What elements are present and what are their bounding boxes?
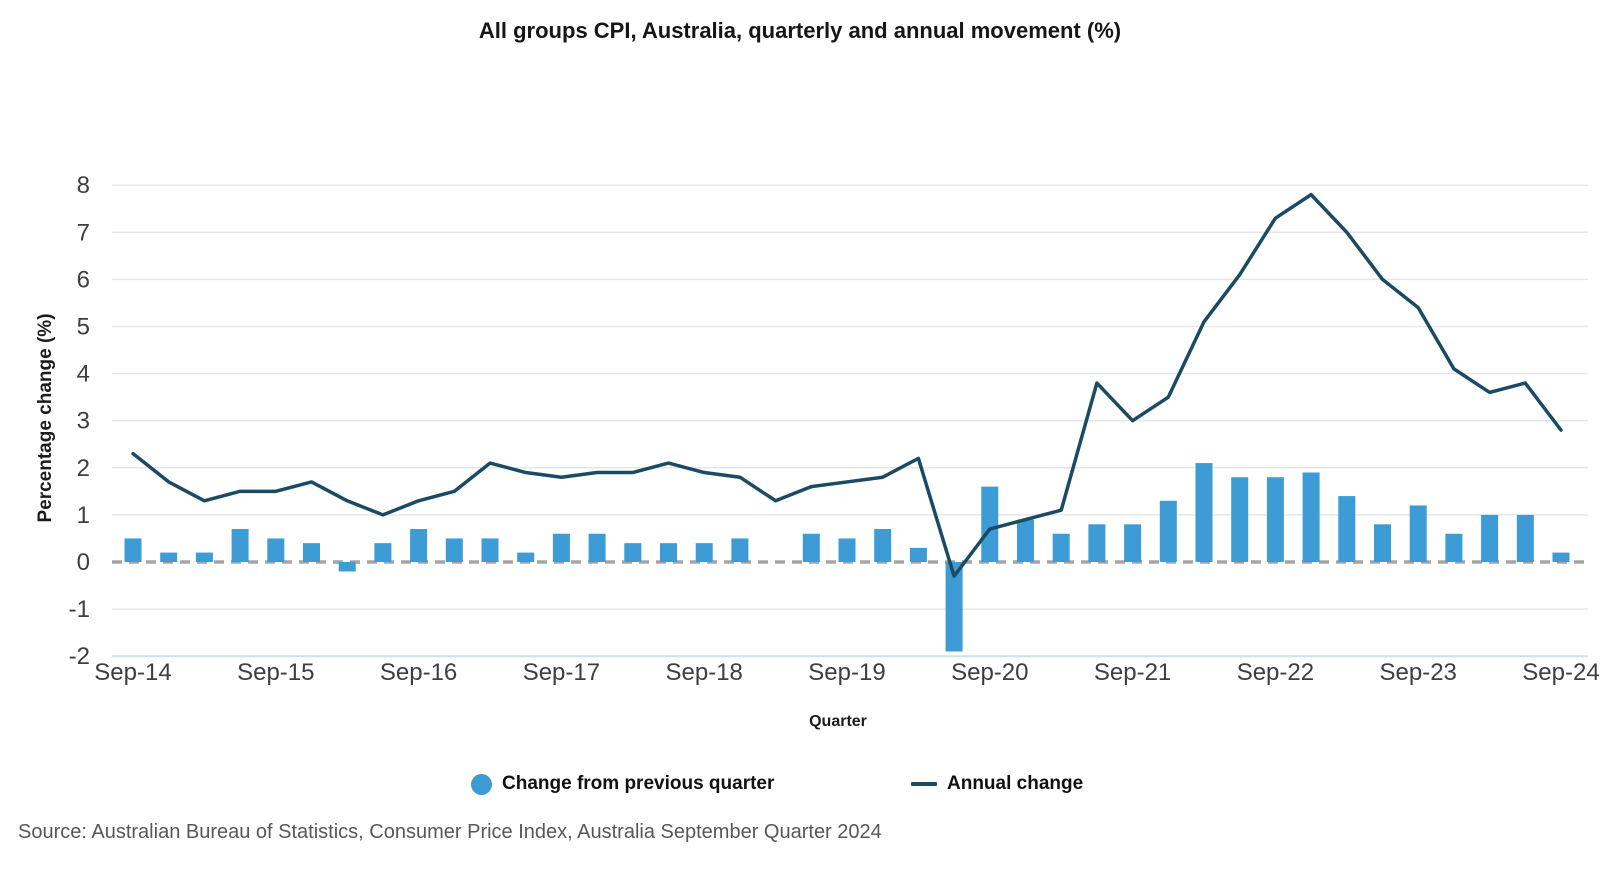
chart-legend: Change from previous quarter Annual chan… bbox=[0, 771, 1600, 797]
quarterly-change-bar bbox=[981, 486, 999, 562]
x-tick-label: Sep-17 bbox=[523, 659, 600, 686]
legend-label-annual-change: Annual change bbox=[947, 773, 1084, 794]
quarterly-change-bar bbox=[1088, 524, 1106, 562]
quarterly-change-bar bbox=[838, 538, 856, 562]
chart-title: All groups CPI, Australia, quarterly and… bbox=[478, 18, 1122, 43]
quarterly-change-bar bbox=[1481, 514, 1499, 562]
quarterly-change-bar bbox=[481, 538, 499, 562]
quarterly-change-bar bbox=[338, 562, 356, 572]
quarterly-change-bar bbox=[1266, 477, 1284, 562]
y-tick-label: 2 bbox=[77, 455, 90, 482]
quarterly-change-bar bbox=[731, 538, 749, 562]
quarterly-change-bar bbox=[1017, 519, 1034, 562]
quarterly-change-bar bbox=[374, 543, 392, 562]
x-tick-label: Sep-23 bbox=[1380, 659, 1457, 686]
quarterly-change-bar bbox=[1231, 477, 1249, 562]
quarterly-change-bar bbox=[1409, 505, 1427, 562]
quarterly-change-bar bbox=[124, 538, 142, 562]
y-tick-label: -2 bbox=[69, 643, 90, 670]
legend-label-quarterly-change: Change from previous quarter bbox=[502, 773, 775, 794]
quarterly-change-bar bbox=[1552, 552, 1570, 562]
y-tick-label: 3 bbox=[77, 408, 90, 435]
quarterly-change-bar bbox=[410, 529, 428, 562]
y-tick-label: 6 bbox=[77, 266, 90, 293]
x-tick-label: Sep-22 bbox=[1237, 659, 1314, 686]
quarterly-change-bar bbox=[160, 552, 178, 562]
y-tick-label: 5 bbox=[77, 314, 90, 341]
quarterly-change-bar bbox=[1159, 500, 1177, 562]
quarterly-change-bar bbox=[945, 562, 963, 652]
quarterly-change-bar bbox=[1445, 533, 1463, 562]
x-tick-label: Sep-21 bbox=[1094, 659, 1171, 686]
legend-line-icon bbox=[911, 782, 937, 786]
y-tick-label: 0 bbox=[77, 549, 90, 576]
quarterly-change-bar bbox=[1124, 524, 1142, 562]
quarterly-change-bar bbox=[1338, 496, 1356, 562]
x-tick-label: Sep-19 bbox=[808, 659, 885, 686]
quarterly-change-bar bbox=[1516, 514, 1534, 562]
x-tick-label: Sep-24 bbox=[1522, 659, 1599, 686]
y-tick-label: 8 bbox=[77, 172, 90, 199]
quarterly-change-bar bbox=[445, 538, 463, 562]
y-tick-label: 7 bbox=[77, 219, 90, 246]
quarterly-change-bar bbox=[1195, 463, 1213, 562]
legend-circle-icon bbox=[471, 773, 492, 795]
y-tick-label: 4 bbox=[77, 361, 90, 388]
quarterly-change-bar bbox=[695, 543, 713, 562]
quarterly-change-bar bbox=[588, 533, 606, 562]
quarterly-change-bar bbox=[552, 533, 570, 562]
x-tick-label: Sep-15 bbox=[237, 659, 314, 686]
x-tick-label: Sep-18 bbox=[666, 659, 743, 686]
x-tick-label: Sep-20 bbox=[951, 659, 1028, 686]
x-tick-label: Sep-16 bbox=[380, 659, 457, 686]
quarterly-change-bar bbox=[1374, 524, 1391, 562]
y-tick-label: -1 bbox=[69, 596, 90, 623]
quarterly-change-bar bbox=[517, 552, 535, 562]
quarterly-change-bar bbox=[874, 529, 892, 562]
quarterly-change-bar bbox=[267, 538, 285, 562]
x-axis-title: Quarter bbox=[809, 713, 867, 730]
quarterly-change-bar bbox=[624, 543, 642, 562]
y-tick-label: 1 bbox=[77, 502, 90, 529]
quarterly-change-bar bbox=[1302, 472, 1320, 562]
quarterly-change-bar bbox=[195, 552, 213, 562]
quarterly-change-bar bbox=[1052, 533, 1070, 562]
legend-item-annual-change: Annual change bbox=[911, 771, 1083, 797]
source-note: Source: Australian Bureau of Statistics,… bbox=[18, 821, 882, 843]
quarterly-change-bar bbox=[802, 533, 820, 562]
annual-change-line bbox=[131, 192, 1563, 578]
x-tick-label: Sep-14 bbox=[94, 659, 171, 686]
quarterly-change-bar bbox=[231, 529, 249, 562]
quarterly-change-bar bbox=[303, 543, 320, 562]
quarterly-change-bar bbox=[909, 547, 927, 562]
legend-item-quarterly-change: Change from previous quarter bbox=[471, 771, 774, 797]
quarterly-change-bar bbox=[660, 543, 677, 562]
